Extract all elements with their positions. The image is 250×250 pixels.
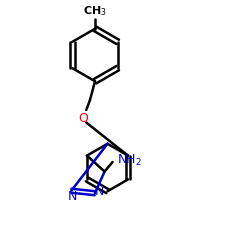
Text: N: N — [68, 190, 77, 203]
Text: NH$_2$: NH$_2$ — [117, 153, 142, 168]
Text: O: O — [78, 112, 88, 124]
Text: N: N — [95, 186, 104, 198]
Text: CH$_3$: CH$_3$ — [83, 4, 107, 18]
